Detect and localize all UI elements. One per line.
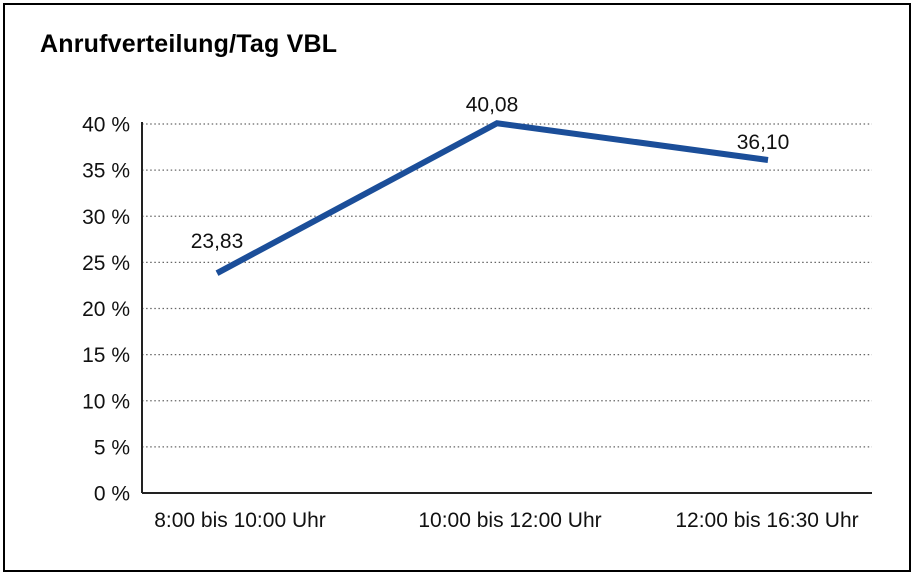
y-tick-label: 15 % [82, 344, 130, 367]
x-tick-label: 10:00 bis 12:00 Uhr [418, 509, 601, 532]
y-tick-label: 0 % [94, 483, 130, 506]
y-tick-label: 20 % [82, 298, 130, 321]
x-tick-label: 8:00 bis 10:00 Uhr [154, 509, 326, 532]
y-tick-label: 35 % [82, 160, 130, 183]
data-line [215, 120, 769, 276]
y-tick-label: 25 % [82, 252, 130, 275]
y-tick-label: 30 % [82, 206, 130, 229]
chart-border-frame [3, 3, 911, 572]
chart-title: Anrufverteilung/Tag VBL [40, 30, 338, 58]
y-tick-label: 5 % [94, 436, 130, 459]
data-label: 40,08 [466, 93, 519, 116]
y-tick-label: 40 % [82, 114, 130, 137]
y-tick-label: 10 % [82, 390, 130, 413]
data-label: 36,10 [737, 131, 790, 154]
x-tick-label: 12:00 bis 16:30 Uhr [675, 509, 858, 532]
data-label: 23,83 [191, 230, 244, 253]
